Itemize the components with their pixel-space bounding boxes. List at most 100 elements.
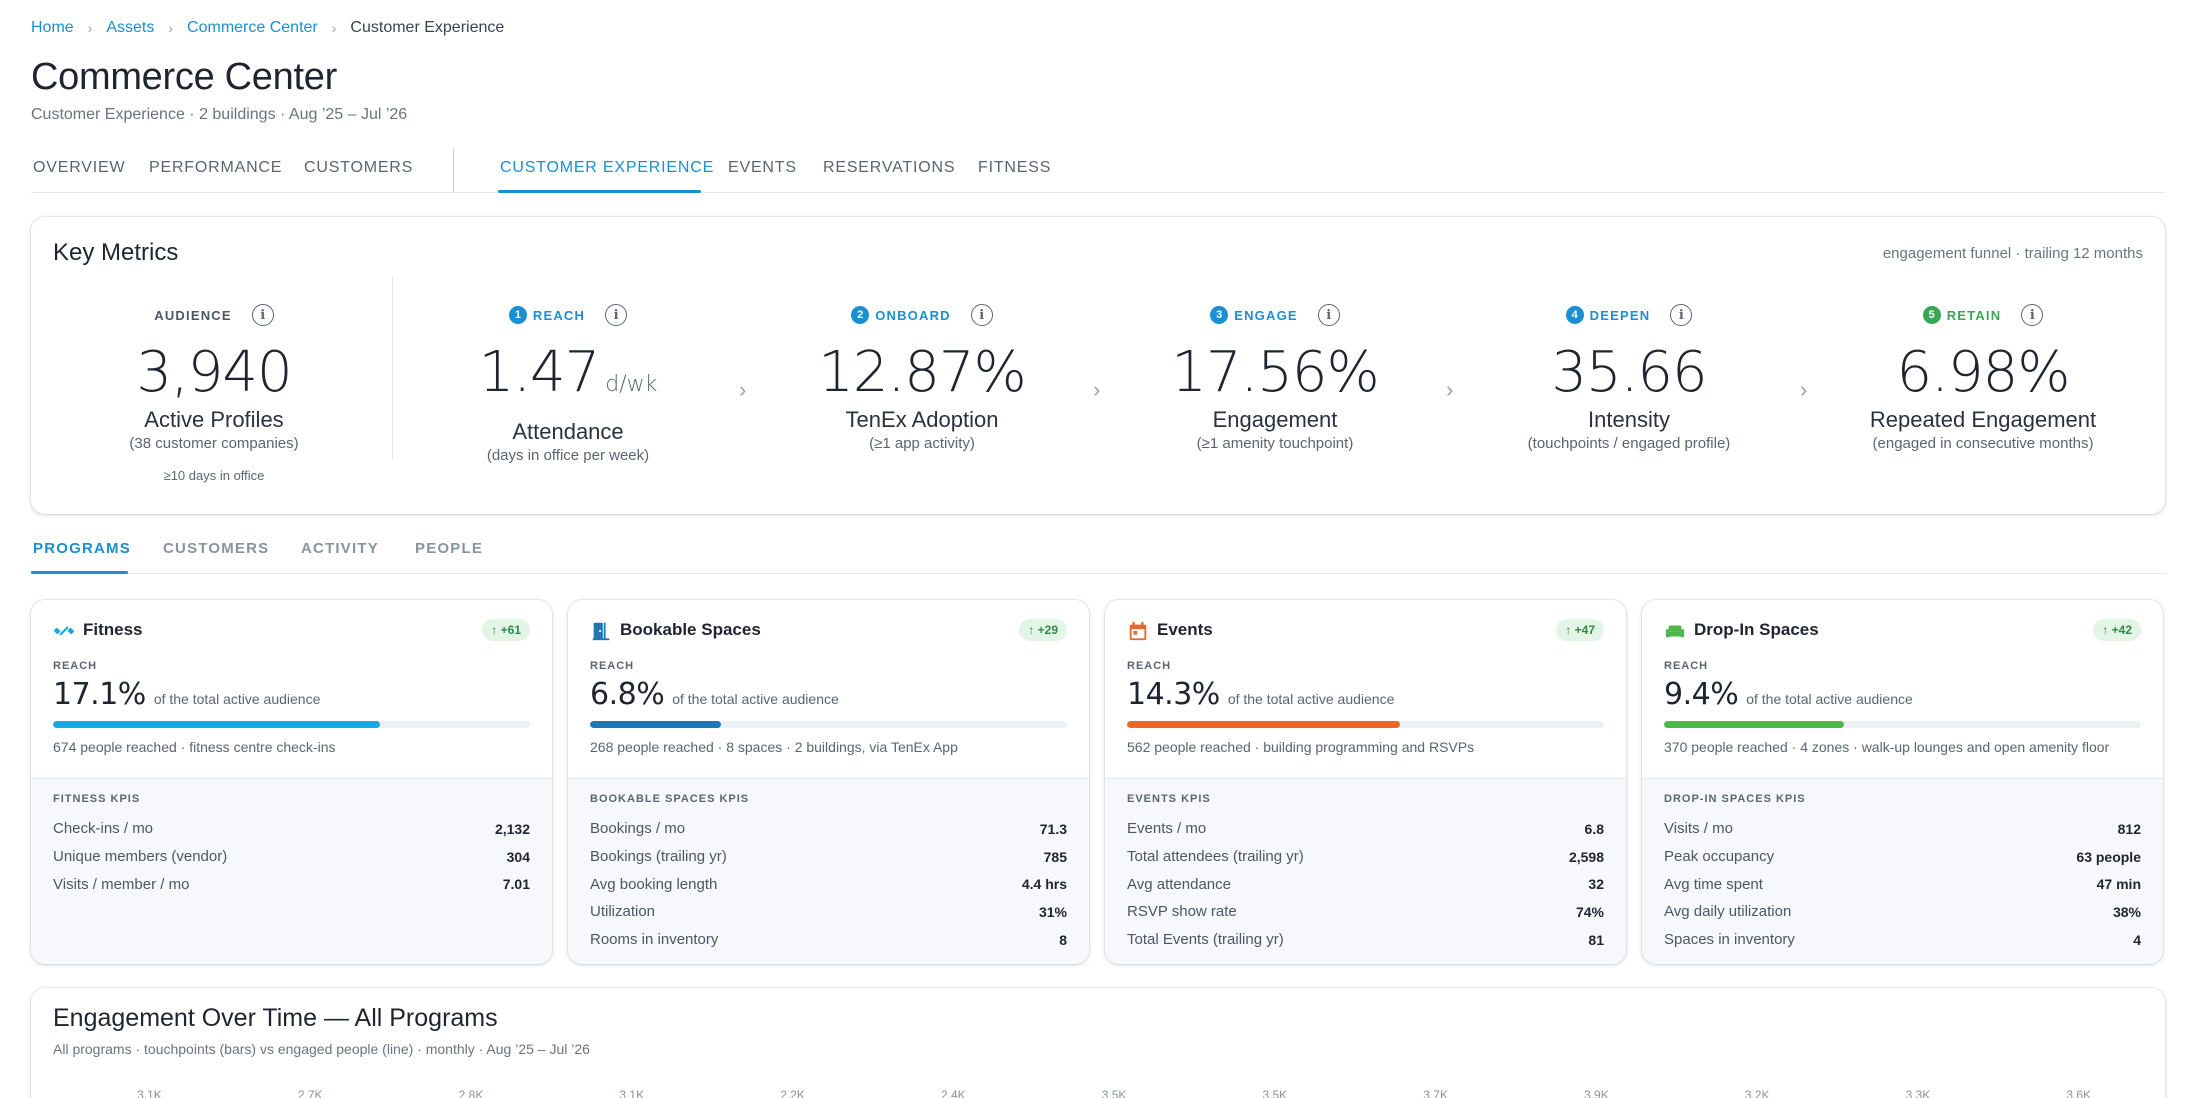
reach-value: 9.4% (1664, 677, 1739, 712)
kpi-value: 785 (1043, 848, 1067, 865)
engagement-over-time-card: Engagement Over Time — All Programs All … (31, 988, 2165, 1098)
metrics-divider (392, 277, 393, 459)
bar-value-label: 3.2K (1744, 1088, 1770, 1098)
reach-label: REACH (1127, 660, 1172, 672)
kpi-label: Total attendees (trailing yr) (1127, 848, 1304, 866)
bar-value-label: 3.7K (1423, 1088, 1448, 1098)
sofa-icon (1665, 625, 1685, 638)
info-icon[interactable]: i (970, 304, 993, 326)
reach-value-row: 6.8% of the total active audience (590, 677, 839, 712)
tab-fitness[interactable]: FITNESS (978, 159, 1052, 176)
tab-overview[interactable]: OVERVIEW (33, 159, 126, 176)
kpi-label: Avg attendance (1127, 875, 1231, 893)
reach-value-row: 9.4% of the total active audience (1664, 677, 1913, 712)
metric-reach-unit: d/wk (605, 372, 658, 397)
kpi-row: Events / mo 6.8 (1127, 815, 1604, 843)
kpi-list: Visits / mo 812 Peak occupancy 63 people A… (1664, 815, 2141, 953)
bar-value-label: 2.8K (458, 1088, 484, 1098)
kpi-row: Avg daily utilization 38% (1664, 898, 2141, 926)
kpi-row: Check-ins / mo 2,132 (53, 815, 530, 843)
kpi-label: Events / mo (1127, 820, 1207, 838)
kpi-label: Avg time spent (1664, 875, 1763, 893)
kpi-value: 71.3 (1039, 820, 1067, 837)
kpi-label: Bookings / mo (590, 820, 686, 838)
metric-onboard-value: 12.87% (818, 340, 1027, 405)
info-icon[interactable]: i (605, 304, 628, 326)
bar-value-label: 3.3K (1905, 1088, 1931, 1098)
program-name: Fitness (83, 620, 143, 639)
info-icon[interactable]: i (1670, 304, 1693, 326)
kpi-value: 6.8 (1584, 820, 1604, 837)
page-title: Commerce Center (31, 56, 337, 98)
program-card-fitness: Fitness ↑ +61 REACH 17.1% of the total ac… (31, 600, 552, 964)
tab-customers[interactable]: CUSTOMERS (304, 159, 414, 176)
program-card-bookable-spaces: Bookable Spaces ↑ +29 REACH 6.8% of the t… (568, 600, 1089, 964)
metric-reach: 1 REACH i 1.47 d/wk Attendance (days in o… (418, 303, 718, 464)
engagement-title: Engagement Over Time — All Programs (53, 1004, 498, 1032)
program-tab-bar: PROGRAMS CUSTOMERS ACTIVITY PEOPLE (31, 528, 2165, 574)
change-badge: ↑ +61 (482, 619, 530, 641)
metric-audience-label: Active Profiles (144, 407, 284, 432)
reach-progress-fill (1664, 721, 1845, 728)
metric-retain-heading: RETAIN (1946, 307, 2002, 323)
metric-retain-head: 5 RETAIN i (1833, 303, 2133, 327)
tab-sub-customers[interactable]: CUSTOMERS (163, 540, 270, 557)
page: Home › Assets › Commerce Center › Custom… (31, 0, 2165, 1098)
info-icon[interactable]: i (1317, 304, 1340, 326)
breadcrumb-separator-icon: › (87, 20, 93, 36)
active-tab-indicator (498, 190, 701, 193)
program-note: 370 people reached · 4 zones · walk-up l… (1664, 739, 2110, 755)
tab-reservations[interactable]: RESERVATIONS (823, 159, 956, 176)
kpi-row: Avg attendance 32 (1127, 870, 1604, 898)
kpi-row: Unique members (vendor) 304 (53, 843, 530, 871)
metric-reach-value: 1.47 (478, 340, 601, 405)
kpi-value: 63 people (2076, 848, 2141, 865)
kpi-row: RSVP show rate 74% (1127, 898, 1604, 926)
active-sub-tab-indicator (31, 571, 128, 574)
kpi-panel: BOOKABLE SPACES KPIS Bookings / mo 71.3 B… (568, 778, 1089, 964)
metric-onboard-heading: ONBOARD (875, 307, 951, 323)
kpi-label: Unique members (vendor) (53, 848, 228, 866)
kpi-label: Visits / mo (1664, 820, 1733, 838)
metric-reach-value-row: 1.47 d/wk (418, 341, 718, 417)
kpi-row: Total Events (trailing yr) 81 (1127, 926, 1604, 954)
key-metrics-note: engagement funnel · trailing 12 months (1882, 245, 2143, 262)
kpi-list: Bookings / mo 71.3 Bookings (trailing yr)… (590, 815, 1067, 953)
chevron-right-icon: › (1093, 377, 1101, 402)
step-number-badge: 3 (1210, 306, 1229, 324)
change-badge: ↑ +42 (2093, 619, 2141, 641)
metric-audience-value: 3,940 (136, 340, 292, 405)
tab-events[interactable]: EVENTS (728, 159, 797, 176)
metric-deepen-head: 4 DEEPEN i (1479, 303, 1779, 327)
metric-onboard-sub: (≥1 app activity) (869, 435, 975, 452)
tab-programs[interactable]: PROGRAMS (33, 540, 131, 557)
kpi-value: 304 (506, 848, 530, 865)
metric-reach-heading: REACH (532, 307, 586, 323)
info-icon[interactable]: i (2021, 304, 2044, 326)
kpi-value: 81 (1588, 931, 1604, 948)
kpi-row: Spaces in inventory 4 (1664, 926, 2141, 954)
metric-deepen: 4 DEEPEN i 35.66 Intensity (touchpoints … (1479, 303, 1779, 452)
breadcrumb-assets[interactable]: Assets (106, 19, 155, 36)
breadcrumb-asset[interactable]: Commerce Center (187, 19, 318, 36)
info-icon[interactable]: i (251, 304, 274, 326)
calendar-icon (1129, 621, 1147, 641)
kpi-label: Avg daily utilization (1664, 903, 1792, 921)
kpi-label: Check-ins / mo (53, 820, 154, 838)
kpi-row: Bookings / mo 71.3 (590, 815, 1067, 843)
metric-reach-label: Attendance (512, 419, 624, 444)
kpi-row: Total attendees (trailing yr) 2,598 (1127, 843, 1604, 871)
tab-people[interactable]: PEOPLE (415, 540, 484, 557)
kpi-value: 47 min (2096, 876, 2141, 893)
kpi-label: Total Events (trailing yr) (1127, 931, 1284, 949)
kpi-value: 8 (1059, 931, 1067, 948)
program-note: 268 people reached · 8 spaces · 2 buildi… (590, 739, 958, 755)
metric-deepen-label: Intensity (1588, 407, 1670, 432)
bar-value-label: 2.4K (940, 1088, 966, 1098)
tab-performance[interactable]: PERFORMANCE (149, 159, 283, 176)
kpi-list: Events / mo 6.8 Total attendees (trailing… (1127, 815, 1604, 953)
kpi-value: 4 (2133, 931, 2141, 948)
tab-customer-experience[interactable]: CUSTOMER EXPERIENCE (500, 159, 715, 176)
breadcrumb-home[interactable]: Home (31, 19, 74, 36)
tab-activity[interactable]: ACTIVITY (301, 540, 379, 557)
